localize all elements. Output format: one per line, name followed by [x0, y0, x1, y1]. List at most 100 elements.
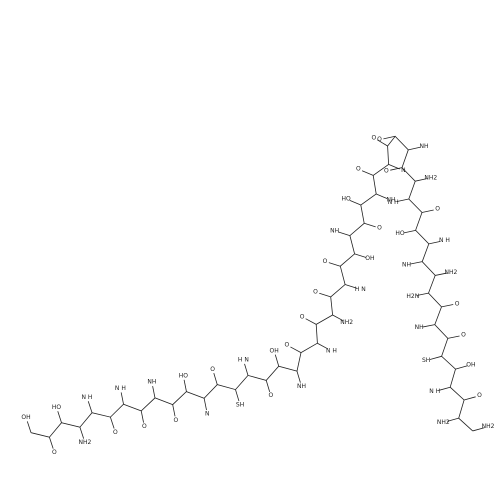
- bond: [213, 372, 218, 385]
- bond: [349, 200, 361, 206]
- bond: [428, 240, 441, 245]
- bond: [328, 262, 341, 267]
- atom-label: N H: [82, 394, 93, 401]
- atom-label: N H: [429, 388, 440, 395]
- bond: [463, 396, 476, 401]
- atom-label: H2N: [406, 293, 419, 300]
- atom-label: N H: [115, 385, 126, 392]
- atom-label: OH: [466, 361, 475, 368]
- bond: [120, 392, 124, 405]
- bond: [364, 222, 376, 228]
- bond: [183, 379, 187, 392]
- bond: [79, 427, 85, 439]
- atom-label: NH: [147, 379, 156, 386]
- bond: [235, 389, 240, 402]
- atom-label: NH2: [482, 423, 495, 430]
- atom-label: NH: [415, 324, 424, 331]
- atom-label: SH: [422, 357, 430, 364]
- atom-label: NH2: [437, 419, 450, 426]
- atom-label: NH2: [340, 319, 353, 326]
- atom-label: N: [205, 410, 210, 417]
- atom-label: O: [285, 342, 290, 349]
- bond: [441, 304, 454, 308]
- bond: [274, 354, 280, 367]
- atom-label: H N: [355, 286, 366, 293]
- bond: [203, 398, 207, 411]
- atom-label: O: [173, 417, 178, 424]
- bond: [396, 198, 409, 202]
- bond: [338, 231, 351, 236]
- bond: [140, 410, 144, 423]
- atom-label: NH: [297, 383, 306, 390]
- bond: [344, 284, 357, 289]
- bond: [244, 363, 249, 376]
- bond: [305, 318, 317, 325]
- bond: [415, 178, 427, 182]
- bond: [472, 427, 485, 432]
- bond: [447, 417, 459, 422]
- bond: [403, 229, 416, 234]
- atom-label: O: [268, 392, 273, 399]
- bond: [455, 365, 468, 370]
- atom-label: O: [300, 313, 305, 320]
- atom-label: NH: [330, 227, 339, 234]
- bond: [438, 386, 451, 391]
- bond: [290, 346, 302, 353]
- atom-label: N H: [439, 237, 450, 244]
- atom-label: O: [455, 300, 460, 307]
- atom-label: O: [461, 332, 466, 339]
- atom-label: O: [142, 423, 147, 430]
- atom-label: NH: [402, 261, 411, 268]
- atom-label: NH2: [444, 269, 457, 276]
- bond: [410, 261, 423, 265]
- bond: [57, 411, 62, 423]
- bond: [319, 292, 331, 298]
- bond: [422, 324, 435, 328]
- bond: [447, 335, 460, 339]
- atom-label: NH: [387, 197, 396, 204]
- atom-label: HO: [341, 195, 351, 202]
- bond: [87, 401, 93, 413]
- atom-label: O: [384, 168, 389, 175]
- atom-label: NH2: [424, 174, 437, 181]
- bond: [265, 380, 271, 392]
- bond: [152, 386, 156, 398]
- atom-label: O: [377, 225, 382, 232]
- backbone: [31, 135, 473, 438]
- atom-label: O: [371, 134, 376, 141]
- bond: [416, 292, 429, 296]
- bond: [354, 253, 367, 258]
- atom-label: HO: [52, 404, 62, 411]
- atom-label: N H: [326, 347, 337, 354]
- bond: [383, 135, 396, 140]
- atom-label: NH: [419, 143, 428, 150]
- atom-label: O: [356, 166, 361, 173]
- bond: [332, 314, 344, 322]
- atom-label: O: [435, 206, 440, 213]
- bond: [109, 417, 115, 429]
- bond: [377, 139, 388, 147]
- bond: [390, 167, 403, 171]
- atom-label: O: [210, 366, 215, 373]
- atom-label: OH: [21, 414, 30, 421]
- atom-label: SH: [236, 401, 244, 408]
- atom-label: O: [113, 429, 118, 436]
- atom-label: HO: [179, 372, 189, 379]
- bond: [49, 437, 54, 449]
- atom-label: N: [401, 167, 406, 174]
- bond: [172, 404, 176, 417]
- atom-label: NH2: [78, 439, 91, 446]
- atom-label: N H: [388, 199, 399, 206]
- atom-label: H N: [238, 357, 249, 364]
- bond: [408, 146, 421, 151]
- bond: [376, 193, 388, 200]
- bond: [361, 170, 374, 176]
- atom-label: OH: [270, 347, 279, 354]
- atom-label: OH: [365, 255, 374, 262]
- bond: [429, 355, 442, 360]
- bond: [296, 371, 301, 383]
- atom-label: O: [52, 449, 57, 456]
